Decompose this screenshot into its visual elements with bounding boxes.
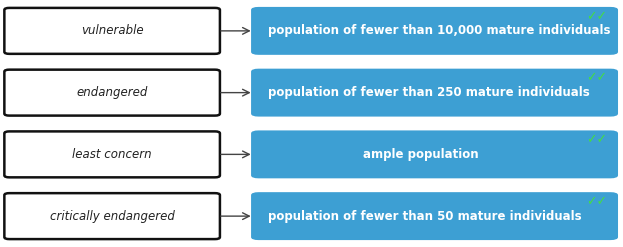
Text: ample population: ample population — [363, 148, 478, 161]
FancyBboxPatch shape — [251, 130, 618, 178]
Text: least concern: least concern — [72, 148, 152, 161]
FancyBboxPatch shape — [251, 69, 618, 117]
FancyBboxPatch shape — [4, 131, 220, 177]
Text: critically endangered: critically endangered — [50, 210, 174, 223]
Text: population of fewer than 10,000 mature individuals: population of fewer than 10,000 mature i… — [268, 24, 611, 37]
Text: ✓✓: ✓✓ — [586, 133, 607, 146]
FancyBboxPatch shape — [4, 8, 220, 54]
Text: ✓✓: ✓✓ — [586, 195, 607, 208]
FancyBboxPatch shape — [251, 192, 618, 240]
FancyBboxPatch shape — [4, 193, 220, 239]
Text: ✓✓: ✓✓ — [586, 72, 607, 85]
Text: population of fewer than 250 mature individuals: population of fewer than 250 mature indi… — [268, 86, 589, 99]
FancyBboxPatch shape — [4, 70, 220, 116]
FancyBboxPatch shape — [251, 7, 618, 55]
Text: ✓✓: ✓✓ — [586, 10, 607, 23]
Text: population of fewer than 50 mature individuals: population of fewer than 50 mature indiv… — [268, 210, 581, 223]
Text: vulnerable: vulnerable — [81, 24, 143, 37]
Text: endangered: endangered — [77, 86, 148, 99]
